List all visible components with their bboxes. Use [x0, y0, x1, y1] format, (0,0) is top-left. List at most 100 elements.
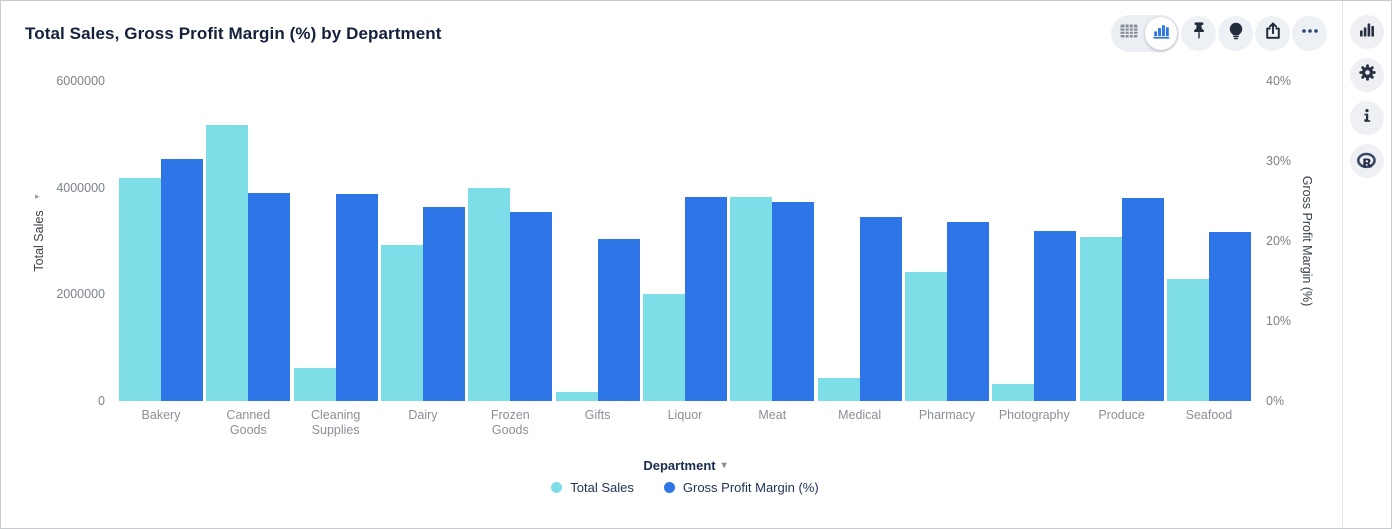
more-options-icon — [1300, 21, 1320, 46]
bar-total-sales[interactable] — [119, 178, 161, 401]
bar-chart-icon — [1151, 21, 1171, 46]
pin-button[interactable] — [1181, 16, 1216, 51]
bar-gross-profit-margin[interactable] — [684, 197, 727, 401]
bar-group-canned-goods — [206, 81, 291, 401]
x-axis-category-labels: Bakery Canned Goods Cleaning Supplies Dairy… — [119, 408, 1251, 438]
x-category-label: Frozen Goods — [490, 408, 530, 437]
bar-total-sales[interactable] — [1166, 278, 1209, 401]
bar-gross-profit-margin[interactable] — [510, 212, 553, 401]
bar-gross-profit-margin[interactable] — [1121, 197, 1164, 401]
x-axis-title-row: Department ▾ — [119, 457, 1251, 475]
export-button[interactable] — [1255, 16, 1290, 51]
r-logo-icon[interactable]: R — [1350, 144, 1384, 178]
legend-item-total-sales[interactable]: Total Sales — [551, 480, 634, 495]
bar-group-cleaning-supplies — [293, 81, 378, 401]
bar-gross-profit-margin[interactable] — [248, 193, 291, 401]
x-category-label: Photography — [998, 408, 1070, 422]
x-category-label: Medical — [838, 408, 882, 422]
gear-icon — [1358, 63, 1377, 87]
bar-total-sales[interactable] — [380, 244, 423, 401]
bar-gross-profit-margin[interactable] — [859, 217, 902, 401]
view-toggle — [1111, 15, 1179, 52]
y-tick-label: 10% — [1266, 314, 1292, 328]
left-axis-ticks: 6000000 4000000 2000000 0 — [27, 1, 105, 528]
legend-dot — [663, 482, 675, 493]
chart-view-button[interactable] — [1145, 17, 1177, 50]
pin-icon — [1189, 21, 1209, 46]
x-category-label: Dairy — [408, 408, 438, 422]
bar-group-meat — [730, 81, 815, 401]
info-icon — [1358, 107, 1376, 130]
bar-gross-profit-margin[interactable] — [1034, 230, 1077, 401]
more-options-button[interactable] — [1292, 16, 1327, 51]
bar-chart-icon — [1358, 21, 1376, 44]
x-category-label: Bakery — [141, 408, 181, 422]
table-icon — [1119, 21, 1139, 46]
x-axis-title-dropdown[interactable]: Department ▾ — [643, 458, 726, 473]
chart-type-button[interactable] — [1350, 15, 1384, 49]
bar-group-dairy — [380, 81, 465, 401]
bar-total-sales[interactable] — [293, 367, 336, 401]
bar-group-bakery — [119, 81, 203, 401]
bar-total-sales[interactable] — [555, 391, 598, 401]
right-axis-title: Gross Profit Margin (%) — [1300, 175, 1314, 307]
y-tick-label: 6000000 — [56, 74, 105, 88]
bar-total-sales[interactable] — [904, 271, 947, 401]
x-axis-title: Department — [643, 458, 716, 473]
legend-label: Total Sales — [570, 480, 634, 495]
x-category-label: Pharmacy — [918, 408, 976, 422]
bar-total-sales[interactable] — [1079, 236, 1122, 401]
right-axis-ticks: 40% 30% 20% 10% 0% — [1266, 1, 1310, 528]
y-tick-label: 30% — [1266, 154, 1292, 168]
bar-total-sales[interactable] — [206, 124, 249, 401]
x-category-label: Produce — [1098, 408, 1145, 422]
bar-group-liquor — [642, 81, 727, 401]
bar-total-sales[interactable] — [817, 378, 860, 401]
lightbulb-icon — [1226, 21, 1246, 46]
chart-legend: Total Sales Gross Profit Margin (%) — [119, 480, 1251, 495]
bar-total-sales[interactable] — [468, 188, 511, 401]
bar-total-sales[interactable] — [730, 196, 773, 401]
info-button[interactable] — [1350, 101, 1384, 135]
y-tick-label: 4000000 — [56, 180, 105, 195]
bar-total-sales[interactable] — [992, 383, 1035, 401]
table-view-button[interactable] — [1113, 17, 1145, 50]
legend-dot — [551, 482, 563, 493]
bar-gross-profit-margin[interactable] — [335, 193, 378, 401]
y-tick-label: 20% — [1266, 234, 1292, 248]
bar-group-gifts — [555, 81, 640, 401]
chart-panel: Total Sales, Gross Profit Margin (%) by … — [1, 1, 1343, 528]
bar-gross-profit-margin[interactable] — [161, 158, 203, 401]
page-title: Total Sales, Gross Profit Margin (%) by … — [25, 24, 442, 43]
bar-group-photography — [992, 81, 1077, 401]
legend-item-gross-profit-margin[interactable]: Gross Profit Margin (%) — [663, 480, 819, 495]
legend-label: Gross Profit Margin (%) — [682, 480, 819, 495]
insights-button[interactable] — [1218, 16, 1253, 51]
bar-group-produce — [1079, 81, 1164, 401]
bar-gross-profit-margin[interactable] — [1208, 232, 1251, 401]
plot-area — [119, 81, 1251, 401]
x-category-label: Meat — [758, 408, 787, 422]
left-axis-direction-icon: ▸ — [35, 191, 40, 201]
bar-gross-profit-margin[interactable] — [946, 221, 989, 401]
svg-text:R: R — [1362, 156, 1372, 171]
bar-gross-profit-margin[interactable] — [422, 206, 465, 401]
settings-button[interactable] — [1350, 58, 1384, 92]
export-icon — [1263, 21, 1283, 46]
chart-toolbar — [1111, 15, 1327, 52]
right-rail: R — [1342, 1, 1391, 528]
bar-group-frozen-goods — [468, 81, 553, 401]
chevron-down-icon: ▾ — [721, 460, 727, 471]
bar-group-seafood — [1166, 81, 1251, 401]
chart-area: 6000000 4000000 2000000 0 40% 30% 20% 10% 0% ▸ … — [1, 1, 1343, 528]
bar-group-medical — [817, 81, 902, 401]
left-axis-title: Total Sales — [32, 210, 46, 272]
bar-gross-profit-margin[interactable] — [772, 201, 815, 401]
x-category-label: Canned Goods — [226, 408, 271, 437]
bar-gross-profit-margin[interactable] — [597, 238, 640, 401]
x-category-label: Gifts — [584, 408, 611, 422]
y-tick-label: 40% — [1266, 74, 1292, 88]
x-category-label: Liquor — [667, 408, 703, 422]
bar-total-sales[interactable] — [642, 294, 685, 401]
